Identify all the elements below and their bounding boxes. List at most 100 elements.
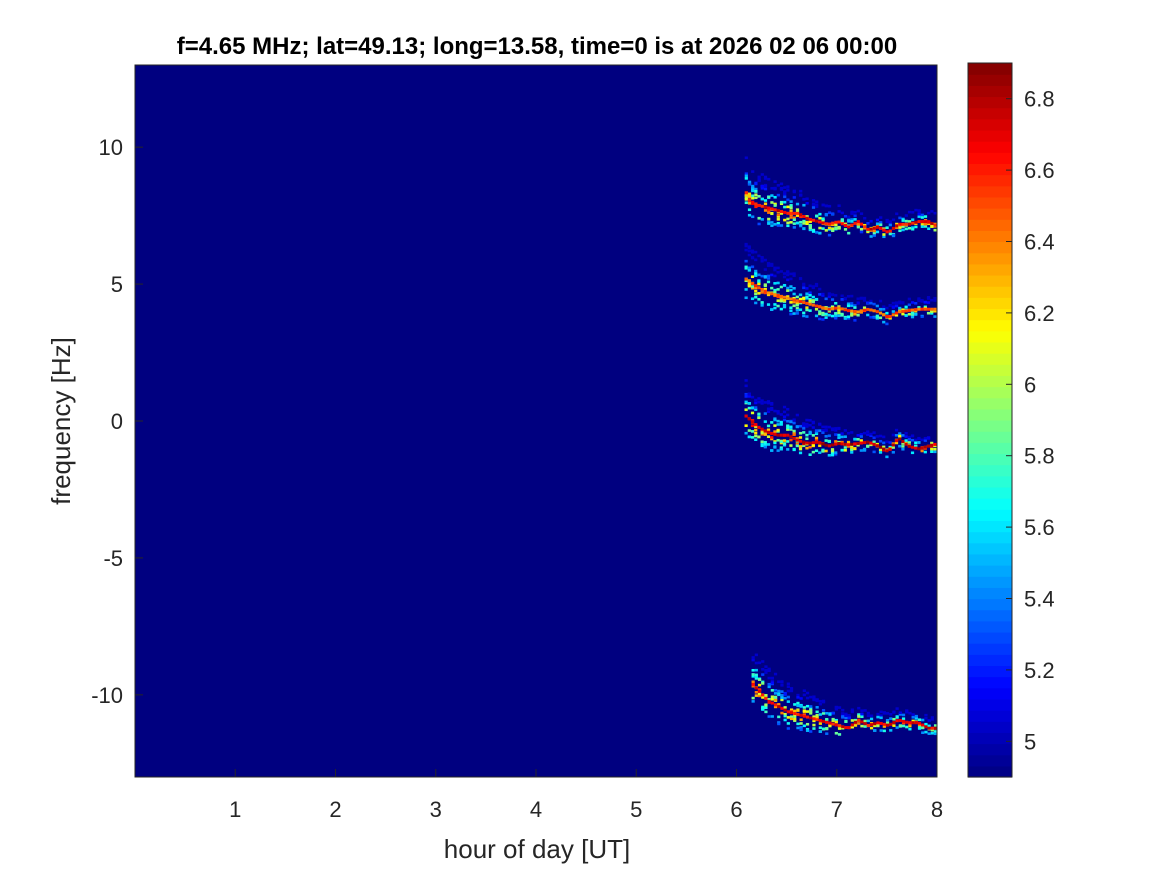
- trace-pixel: [828, 713, 832, 716]
- trace-pixel: [841, 712, 845, 715]
- trace-pixel: [754, 269, 758, 273]
- trace-pixel: [923, 222, 928, 226]
- trace-pixel: [795, 437, 799, 440]
- trace-pixel: [763, 412, 767, 415]
- trace-pixel: [898, 444, 902, 448]
- trace-pixel: [891, 304, 895, 308]
- trace-pixel: [770, 201, 774, 204]
- trace-core-pixel: [776, 433, 780, 437]
- trace-pixel: [764, 694, 768, 697]
- trace-pixel: [789, 288, 793, 292]
- trace-pixel: [773, 268, 777, 272]
- trace-pixel: [811, 199, 816, 202]
- trace-core-pixel: [837, 724, 842, 728]
- trace-pixel: [750, 297, 755, 301]
- colorbar-band: [968, 565, 1012, 577]
- trace-pixel: [747, 245, 751, 248]
- trace-pixel: [815, 716, 819, 719]
- trace-pixel: [869, 432, 873, 436]
- plot-background: [135, 65, 937, 777]
- trace-pixel: [811, 434, 815, 437]
- trace-pixel: [879, 729, 883, 732]
- trace-pixel: [882, 320, 886, 324]
- trace-pixel: [827, 434, 831, 438]
- trace-core-pixel: [898, 310, 902, 314]
- trace-pixel: [798, 431, 803, 435]
- trace-pixel: [818, 429, 822, 432]
- trace-pixel: [770, 437, 774, 441]
- trace-pixel: [747, 192, 752, 196]
- trace-pixel: [751, 184, 755, 188]
- trace-pixel: [802, 431, 806, 434]
- trace-core-pixel: [920, 307, 924, 311]
- trace-pixel: [786, 221, 790, 225]
- trace-pixel: [905, 725, 909, 729]
- trace-pixel: [786, 289, 790, 292]
- colorbar-band: [968, 297, 1012, 310]
- trace-pixel: [837, 210, 841, 213]
- trace-pixel: [773, 223, 777, 226]
- trace-core-pixel: [747, 279, 751, 283]
- colorbar-ticks: 5 5.2 5.4 5.6 5.8 6 6.2 6.4 6.6 6.8: [1006, 87, 1055, 754]
- colorbar-band: [968, 721, 1012, 733]
- trace-pixel: [757, 683, 762, 687]
- trace-core-pixel: [859, 441, 863, 445]
- trace-core-pixel: [857, 718, 861, 722]
- trace-core-pixel: [750, 420, 755, 424]
- colorbar-band: [968, 74, 1012, 86]
- trace-pixel: [827, 233, 832, 237]
- trace-pixel: [863, 216, 867, 220]
- trace-pixel: [904, 214, 908, 217]
- trace-pixel: [923, 436, 927, 440]
- trace-pixel: [840, 448, 844, 452]
- trace-pixel: [776, 419, 780, 423]
- trace-pixel: [811, 443, 815, 447]
- trace-pixel: [789, 708, 794, 712]
- trace-pixel: [789, 216, 793, 219]
- trace-pixel: [792, 296, 796, 300]
- trace-pixel: [853, 724, 858, 727]
- trace-pixel: [930, 728, 934, 732]
- trace-core-pixel: [808, 441, 812, 445]
- trace-pixel: [770, 697, 774, 701]
- trace-pixel: [808, 293, 812, 297]
- trace-pixel: [754, 205, 758, 209]
- trace-pixel: [776, 428, 780, 432]
- trace-pixel: [821, 448, 825, 452]
- trace-pixel: [789, 715, 794, 719]
- trace-pixel: [812, 696, 816, 700]
- trace-pixel: [873, 724, 877, 728]
- trace-core-pixel: [875, 444, 879, 448]
- trace-pixel: [802, 442, 806, 446]
- trace-pixel: [843, 214, 848, 218]
- colorbar-band: [968, 509, 1012, 522]
- trace-pixel: [799, 726, 803, 729]
- trace-pixel: [773, 672, 778, 676]
- chart-title: f=4.65 MHz; lat=49.13; long=13.58, time=…: [177, 33, 897, 60]
- trace-core-pixel: [908, 721, 912, 725]
- trace-pixel: [754, 187, 758, 191]
- trace-pixel: [818, 722, 822, 725]
- trace-pixel: [767, 211, 771, 214]
- trace-pixel: [805, 220, 809, 224]
- trace-pixel: [795, 308, 799, 312]
- trace-pixel: [767, 697, 771, 701]
- trace-pixel: [846, 317, 851, 320]
- trace-pixel: [850, 212, 854, 215]
- trace-pixel: [779, 212, 784, 215]
- trace-pixel: [850, 708, 854, 712]
- trace-pixel: [770, 187, 774, 190]
- trace-pixel: [773, 204, 777, 207]
- trace-pixel: [908, 727, 912, 731]
- trace-pixel: [751, 170, 755, 173]
- trace-lower: [751, 653, 937, 736]
- trace-pixel: [761, 682, 765, 685]
- trace-pixel: [831, 228, 835, 232]
- trace-pixel: [821, 429, 825, 432]
- trace-pixel: [764, 706, 768, 709]
- trace-pixel: [792, 447, 796, 451]
- colorbar-band: [968, 63, 1012, 75]
- trace-pixel: [924, 722, 928, 726]
- trace-pixel: [812, 727, 816, 730]
- colorbar-band: [968, 542, 1012, 555]
